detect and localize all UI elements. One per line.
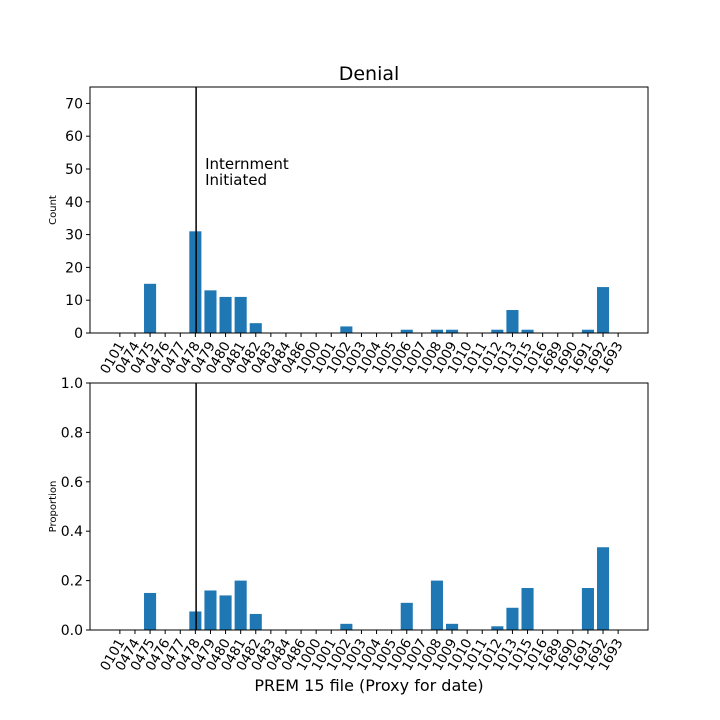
bar-0482	[249, 323, 262, 333]
y-tick-label: 60	[65, 129, 83, 145]
y-tick-label: 50	[65, 162, 83, 178]
bar-1012	[491, 329, 504, 333]
bar-1012	[491, 626, 504, 630]
x-axis-label: PREM 15 file (Proxy for date)	[254, 676, 483, 695]
bar-1013	[506, 310, 519, 333]
plot-frame	[89, 382, 649, 631]
bar-0481	[234, 580, 247, 630]
y-tick-label: 20	[65, 260, 83, 276]
bar-0479	[204, 290, 217, 333]
chart-title: Denial	[339, 63, 400, 85]
bar-0480	[219, 595, 232, 630]
y-tick-label: 10	[65, 293, 83, 309]
annotation-line2: Initiated	[205, 171, 267, 189]
y-tick-label: 40	[65, 195, 83, 211]
y-tick-label: 0.4	[61, 524, 83, 540]
bar-1006	[400, 602, 413, 630]
bar-1008	[430, 329, 443, 333]
bar-0480	[219, 296, 232, 333]
bottom-panel: 0.00.20.40.60.81.0Proportion010104740475…	[48, 376, 649, 674]
top-panel: InternmentInitiated010203040506070Count0…	[48, 86, 649, 377]
bar-1015	[521, 588, 534, 630]
bar-1015	[521, 329, 534, 333]
bar-1691	[581, 588, 594, 630]
bar-0478	[189, 231, 202, 333]
bar-0479	[204, 590, 217, 630]
bar-0478	[189, 611, 202, 630]
y-tick-label: 0.2	[61, 574, 83, 590]
bar-1006	[400, 329, 413, 333]
y-tick-label: 30	[65, 228, 83, 244]
y-tick-label: 0.8	[61, 425, 83, 441]
bar-1009	[446, 329, 459, 333]
bar-1013	[506, 607, 519, 630]
y-tick-label: 1.0	[61, 376, 83, 392]
annotation-line1: Internment	[205, 155, 289, 173]
bar-1692	[596, 287, 610, 333]
bar-1002	[340, 326, 353, 333]
y-tick-label: 0.0	[61, 623, 83, 639]
bar-0475	[144, 592, 157, 630]
bar-1692	[596, 547, 610, 630]
bar-1009	[446, 623, 459, 630]
y-axis-label: Count	[48, 195, 59, 225]
plot-frame	[89, 86, 649, 334]
bar-0481	[234, 296, 247, 333]
y-axis-label: Proportion	[48, 481, 59, 533]
bar-1691	[581, 329, 594, 333]
bar-1002	[340, 623, 353, 630]
bar-0475	[144, 283, 157, 333]
bar-1008	[430, 580, 443, 630]
y-tick-label: 0	[74, 326, 83, 342]
y-tick-label: 70	[65, 96, 83, 112]
bar-0482	[249, 613, 262, 630]
y-tick-label: 0.6	[61, 475, 83, 491]
